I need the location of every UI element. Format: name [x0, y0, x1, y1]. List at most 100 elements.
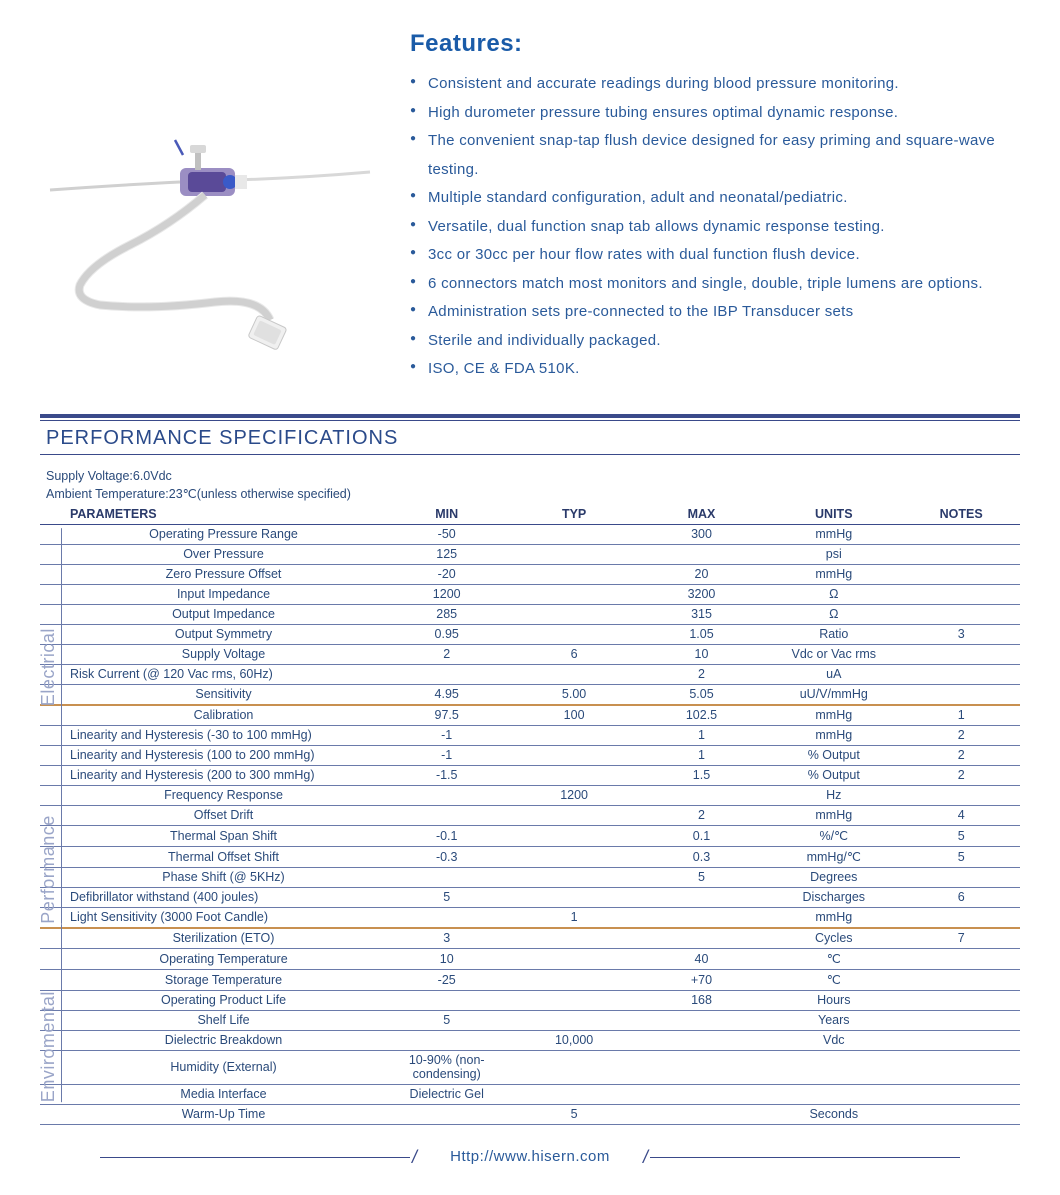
feature-item: The convenient snap-tap flush device des…: [410, 127, 1020, 184]
feature-item: 6 connectors match most monitors and sin…: [410, 270, 1020, 299]
footer-slash: /: [643, 1147, 648, 1168]
notes-cell: [902, 1010, 1020, 1030]
feature-item: Sterile and individually packaged.: [410, 327, 1020, 356]
spec-rule: [40, 454, 1020, 455]
typ-cell: [510, 867, 637, 887]
min-cell: -50: [383, 524, 510, 544]
product-image: [40, 80, 380, 360]
units-cell: Seconds: [765, 1104, 902, 1124]
param-cell: Humidity (External): [40, 1050, 383, 1084]
min-cell: [383, 785, 510, 805]
typ-cell: 6: [510, 644, 637, 664]
feature-item: 3cc or 30cc per hour flow rates with dua…: [410, 241, 1020, 270]
min-cell: [383, 990, 510, 1010]
table-row: Operating Temperature1040℃: [40, 948, 1020, 969]
notes-cell: 2: [902, 725, 1020, 745]
notes-cell: [902, 948, 1020, 969]
table-row: Output Impedance285315Ω: [40, 604, 1020, 624]
max-cell: 10: [638, 644, 765, 664]
min-cell: 10-90% (non-condensing): [383, 1050, 510, 1084]
col-header-min: MIN: [383, 504, 510, 525]
table-row: Input Impedance12003200Ω: [40, 584, 1020, 604]
units-cell: Hours: [765, 990, 902, 1010]
min-cell: -0.1: [383, 825, 510, 846]
units-cell: mmHg: [765, 564, 902, 584]
footer-rule: [100, 1157, 410, 1158]
units-cell: mmHg: [765, 524, 902, 544]
units-cell: ℃: [765, 948, 902, 969]
max-cell: 0.1: [638, 825, 765, 846]
notes-cell: [902, 564, 1020, 584]
max-cell: [638, 1030, 765, 1050]
typ-cell: [510, 1050, 637, 1084]
table-row: Warm-Up Time5Seconds: [40, 1104, 1020, 1124]
table-row: Light Sensitivity (3000 Foot Candle)1mmH…: [40, 907, 1020, 928]
max-cell: [638, 907, 765, 928]
typ-cell: 10,000: [510, 1030, 637, 1050]
typ-cell: [510, 990, 637, 1010]
max-cell: [638, 1010, 765, 1030]
table-row: Defibrillator withstand (400 joules)5Dis…: [40, 887, 1020, 907]
notes-cell: [902, 1050, 1020, 1084]
typ-cell: [510, 725, 637, 745]
units-cell: Vdc: [765, 1030, 902, 1050]
min-cell: 4.95: [383, 684, 510, 705]
max-cell: [638, 544, 765, 564]
typ-cell: [510, 544, 637, 564]
units-cell: Discharges: [765, 887, 902, 907]
units-cell: mmHg: [765, 907, 902, 928]
max-cell: [638, 887, 765, 907]
notes-cell: [902, 584, 1020, 604]
notes-cell: [902, 604, 1020, 624]
table-row: Over Pressure125psi: [40, 544, 1020, 564]
max-cell: [638, 785, 765, 805]
param-cell: Output Symmetry: [40, 624, 383, 644]
max-cell: 1.5: [638, 765, 765, 785]
col-header-max: MAX: [638, 504, 765, 525]
table-row: Sterilization (ETO)3Cycles7: [40, 928, 1020, 949]
typ-cell: [510, 664, 637, 684]
units-cell: %/℃: [765, 825, 902, 846]
feature-item: High durometer pressure tubing ensures o…: [410, 99, 1020, 128]
param-cell: Dielectric Breakdown: [40, 1030, 383, 1050]
col-header-units: UNITS: [765, 504, 902, 525]
param-cell: Linearity and Hysteresis (-30 to 100 mmH…: [40, 725, 383, 745]
param-cell: Sensitivity: [40, 684, 383, 705]
units-cell: mmHg/℃: [765, 846, 902, 867]
notes-cell: [902, 664, 1020, 684]
table-row: Supply Voltage2610Vdc or Vac rms: [40, 644, 1020, 664]
notes-cell: [902, 544, 1020, 564]
spec-meta-temp: Ambient Temperature:23℃(unless otherwise…: [40, 486, 1020, 501]
footer-slash: /: [412, 1147, 417, 1168]
notes-cell: 5: [902, 846, 1020, 867]
notes-cell: 1: [902, 705, 1020, 726]
typ-cell: [510, 524, 637, 544]
typ-cell: [510, 745, 637, 765]
min-cell: -25: [383, 969, 510, 990]
table-row: Humidity (External)10-90% (non-condensin…: [40, 1050, 1020, 1084]
notes-cell: 5: [902, 825, 1020, 846]
table-row: Phase Shift (@ 5KHz)5Degrees: [40, 867, 1020, 887]
table-row: Operating Pressure Range-50300mmHg: [40, 524, 1020, 544]
spec-table: PARAMETERS MIN TYP MAX UNITS NOTES Opera…: [40, 504, 1020, 1125]
notes-cell: [902, 1030, 1020, 1050]
typ-cell: [510, 887, 637, 907]
typ-cell: 1200: [510, 785, 637, 805]
notes-cell: [902, 867, 1020, 887]
feature-item: Administration sets pre-connected to the…: [410, 298, 1020, 327]
min-cell: 2: [383, 644, 510, 664]
units-cell: Hz: [765, 785, 902, 805]
param-cell: Calibration: [40, 705, 383, 726]
param-cell: Media Interface: [40, 1084, 383, 1104]
param-cell: Supply Voltage: [40, 644, 383, 664]
units-cell: % Output: [765, 765, 902, 785]
table-row: Thermal Offset Shift-0.30.3mmHg/℃5: [40, 846, 1020, 867]
param-cell: Risk Current (@ 120 Vac rms, 60Hz): [40, 664, 383, 684]
table-row: Operating Product Life168Hours: [40, 990, 1020, 1010]
units-cell: mmHg: [765, 805, 902, 825]
table-row: Shelf Life5Years: [40, 1010, 1020, 1030]
col-header-param: PARAMETERS: [40, 504, 383, 525]
min-cell: -1.5: [383, 765, 510, 785]
min-cell: [383, 867, 510, 887]
param-cell: Phase Shift (@ 5KHz): [40, 867, 383, 887]
